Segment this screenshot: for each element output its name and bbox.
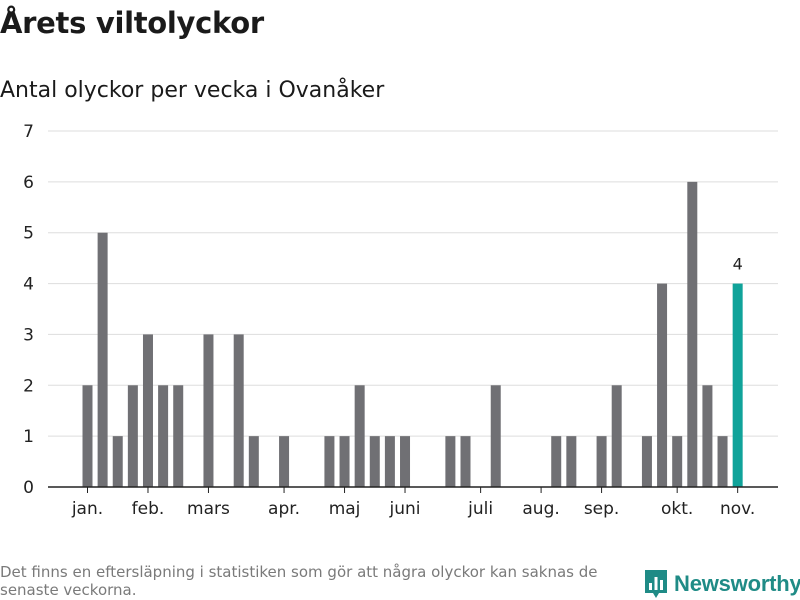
brand-name: Newsworthy: [674, 571, 800, 596]
bar: [142, 334, 153, 487]
bar: [324, 436, 335, 487]
bar: [611, 385, 622, 487]
bar: [158, 385, 169, 487]
bar: [687, 181, 698, 487]
brand-logo[interactable]: Newsworthy: [644, 568, 800, 600]
bar: [354, 385, 365, 487]
bar: [339, 436, 350, 487]
x-tick-label: sep.: [584, 499, 620, 519]
bar-chart: 0 1 2 3 4 5 6 7 jan. feb. mars apr. maj juni juli aug. s…: [23, 122, 778, 519]
bar: [97, 232, 108, 487]
newsworthy-icon: [645, 570, 667, 598]
y-tick-label: 5: [23, 224, 34, 244]
y-tick-label: 3: [23, 325, 34, 345]
bar: [82, 385, 93, 487]
bar: [248, 436, 259, 487]
footnote: Det finns en eftersläpning i statistiken…: [0, 563, 598, 599]
x-tick-label: maj: [329, 499, 361, 519]
y-tick-label: 7: [23, 122, 34, 142]
bar: [279, 436, 290, 487]
data-label: 4: [733, 255, 743, 274]
bar: [596, 436, 607, 487]
bar: [551, 436, 562, 487]
bar: [702, 385, 713, 487]
x-tick-label: aug.: [522, 499, 559, 519]
bar: [112, 436, 123, 487]
bar: [732, 283, 743, 487]
x-tick-label: nov.: [720, 499, 755, 519]
bar: [127, 385, 138, 487]
bar: [369, 436, 380, 487]
chart-subtitle: Antal olyckor per vecka i Ovanåker: [0, 78, 385, 103]
x-tick-label: juni: [389, 499, 421, 519]
bar: [490, 385, 501, 487]
bar: [233, 334, 244, 487]
bar: [445, 436, 456, 487]
y-tick-label: 4: [23, 275, 34, 295]
x-tick-label: feb.: [132, 499, 165, 519]
x-tick-label: juli: [467, 499, 493, 519]
bar: [203, 334, 214, 487]
bar: [657, 283, 668, 487]
y-tick-label: 0: [23, 478, 34, 498]
bar: [460, 436, 471, 487]
bar: [641, 436, 652, 487]
y-tick-label: 1: [23, 427, 34, 447]
x-tick-label: apr.: [268, 499, 300, 519]
x-tick-label: mars: [187, 499, 230, 519]
bar: [400, 436, 411, 487]
bar: [672, 436, 683, 487]
x-tick-label: okt.: [661, 499, 693, 519]
chart-title: Årets viltolyckor: [0, 6, 264, 40]
x-tick-label: jan.: [71, 499, 103, 519]
bar: [717, 436, 728, 487]
bar: [566, 436, 577, 487]
y-tick-label: 6: [23, 173, 34, 193]
y-tick-label: 2: [23, 376, 34, 396]
bar: [173, 385, 184, 487]
bar: [384, 436, 395, 487]
